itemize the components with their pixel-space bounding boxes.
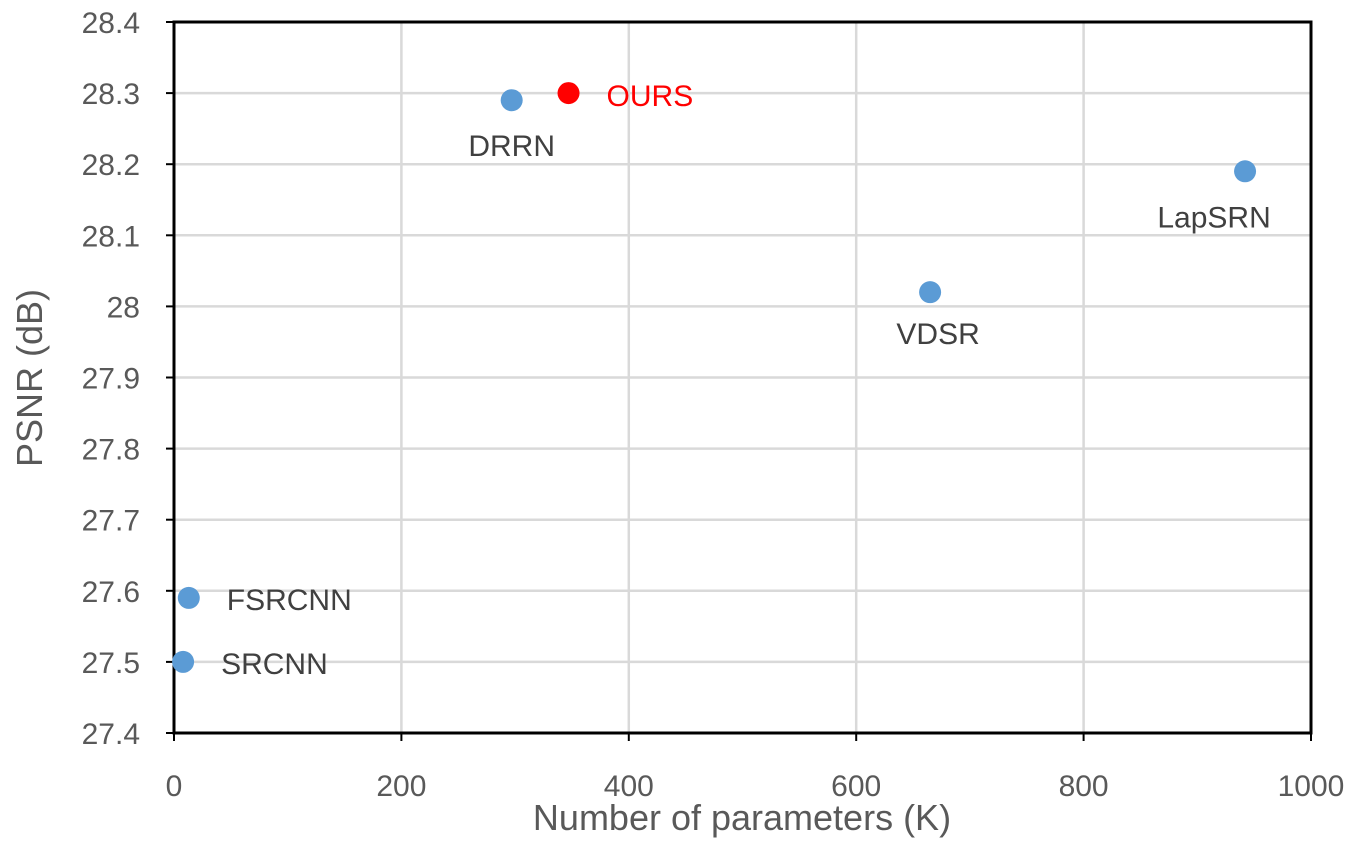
x-tick-label: 1000 bbox=[1278, 770, 1345, 803]
y-axis-ticks: 27.4 27.5 27.6 27.7 27.8 27.9 28 28.1 28.2 28.3 28… bbox=[82, 7, 174, 751]
point-label-srcnn: SRCNN bbox=[221, 648, 328, 681]
point-vdsr bbox=[919, 281, 942, 304]
grid-lines bbox=[172, 20, 1313, 735]
point-label-ours: OURS bbox=[607, 80, 694, 113]
data-points bbox=[172, 82, 1257, 673]
y-axis-title: PSNR (dB) bbox=[9, 289, 50, 467]
x-tick-label: 0 bbox=[166, 770, 183, 803]
y-tick-label: 27.4 bbox=[82, 718, 140, 751]
y-tick-label: 27.7 bbox=[82, 505, 140, 538]
point-lapsrn bbox=[1234, 160, 1257, 183]
point-fsrcnn bbox=[177, 586, 200, 609]
point-label-fsrcnn: FSRCNN bbox=[227, 584, 352, 617]
y-tick-label: 27.9 bbox=[82, 363, 140, 396]
y-tick-label: 28 bbox=[107, 291, 140, 324]
x-tick-label: 800 bbox=[1059, 770, 1109, 803]
y-tick-label: 28.4 bbox=[82, 7, 140, 40]
point-srcnn bbox=[172, 650, 195, 673]
x-tick-label: 600 bbox=[831, 770, 881, 803]
y-tick-label: 28.1 bbox=[82, 220, 140, 253]
x-axis-ticks: 0 200 400 600 800 1000 bbox=[166, 733, 1345, 803]
x-axis-title: Number of parameters (K) bbox=[533, 797, 951, 838]
y-tick-label: 28.3 bbox=[82, 78, 140, 111]
x-tick-label: 400 bbox=[604, 770, 654, 803]
y-tick-label: 27.5 bbox=[82, 647, 140, 680]
x-tick-label: 200 bbox=[376, 770, 426, 803]
y-tick-label: 27.8 bbox=[82, 434, 140, 467]
point-label-drrn: DRRN bbox=[468, 130, 555, 163]
point-ours bbox=[557, 82, 580, 105]
point-labels: SRCNN FSRCNN DRRN OURS VDSR LapSRN bbox=[221, 80, 1271, 681]
y-tick-label: 27.6 bbox=[82, 576, 140, 609]
point-label-lapsrn: LapSRN bbox=[1157, 201, 1270, 234]
point-drrn bbox=[500, 89, 523, 112]
point-label-vdsr: VDSR bbox=[896, 318, 979, 351]
y-tick-label: 28.2 bbox=[82, 149, 140, 182]
